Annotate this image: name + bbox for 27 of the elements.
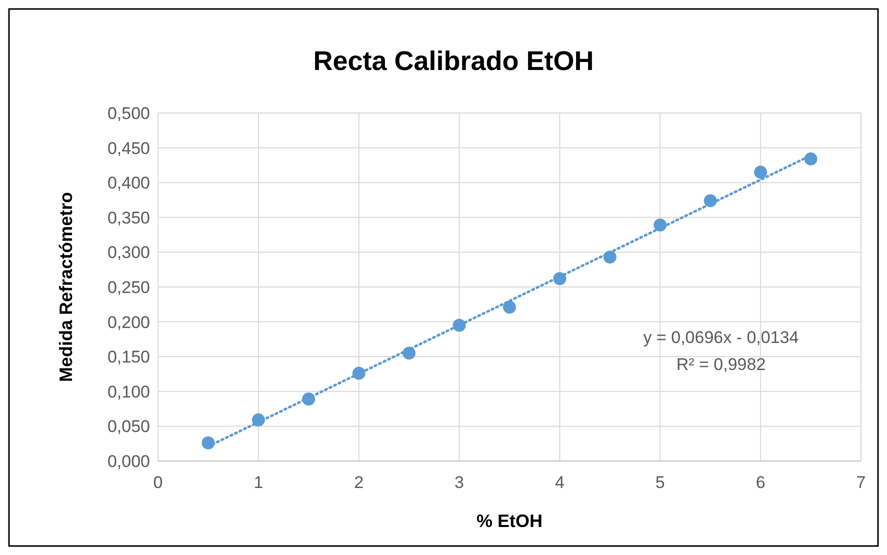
y-tick-label: 0,100 — [107, 382, 150, 402]
y-tick-label: 0,400 — [107, 174, 150, 193]
y-tick-label: 0,300 — [107, 243, 150, 262]
point — [503, 300, 516, 314]
annotation: y = 0,0696x - 0,0134 — [643, 328, 799, 347]
x-tick-label: 2 — [354, 473, 364, 492]
x-tick-label: 3 — [454, 473, 464, 492]
x-tick-label: 4 — [554, 473, 564, 492]
x-tick-label: 1 — [254, 473, 264, 492]
y-tick-label: 0,150 — [107, 348, 150, 367]
x-tick-label: 0 — [153, 473, 163, 492]
point — [754, 166, 768, 179]
point — [804, 152, 818, 166]
y-tick-label: 0,200 — [107, 312, 150, 332]
x-tick-label: 5 — [655, 473, 665, 492]
y-tick-label: 0,450 — [107, 138, 150, 158]
y-tick-label: 0,250 — [107, 278, 150, 297]
x-tick-label: 7 — [856, 473, 866, 492]
x-tick-label: 6 — [756, 473, 766, 492]
chart-title: Recta Calibrado EtOH — [313, 46, 594, 76]
annotation: R² = 0,9982 — [676, 355, 766, 374]
y-axis-title: Medida Refractómetro — [56, 192, 76, 382]
y-tick-label: 0,050 — [107, 417, 150, 436]
y-tick-label: 0,000 — [107, 452, 150, 471]
x-axis-title: % EtOH — [476, 511, 543, 531]
y-tick-label: 0,350 — [107, 208, 150, 228]
y-tick-label: 0,500 — [107, 104, 150, 123]
